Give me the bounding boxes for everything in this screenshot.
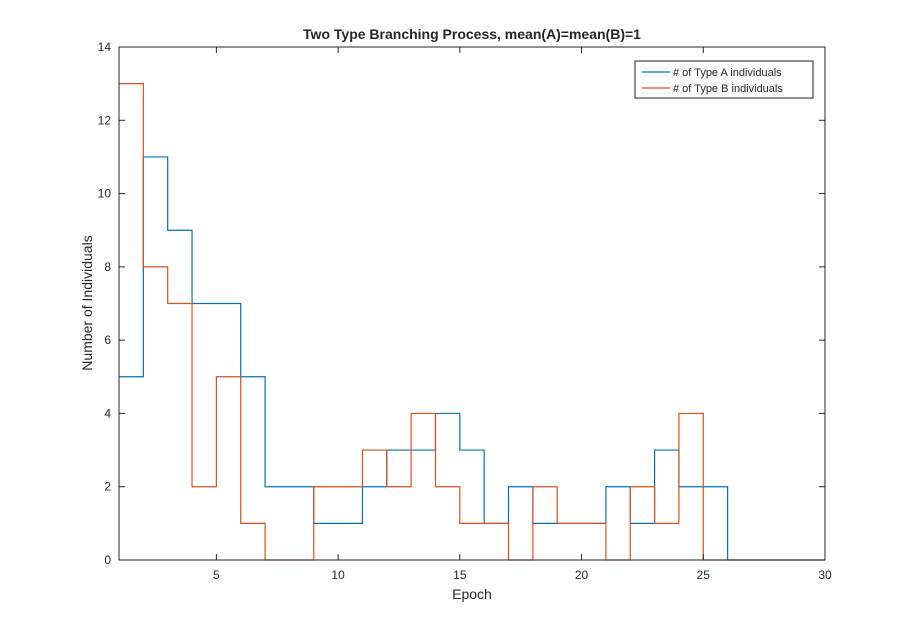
x-tick-label: 30 <box>818 568 832 582</box>
y-tick-label: 14 <box>98 40 112 54</box>
legend-label-type-a: # of Type A individuals <box>673 67 782 79</box>
y-tick-label: 10 <box>98 187 112 201</box>
series-line-type-b <box>119 83 825 561</box>
y-tick-label: 12 <box>98 113 112 127</box>
legend-box <box>634 60 814 99</box>
chart-title: Two Type Branching Process, mean(A)=mean… <box>303 26 641 42</box>
x-tick-label: 15 <box>453 568 467 582</box>
x-tick-label: 10 <box>331 568 345 582</box>
y-tick-label: 2 <box>104 480 111 494</box>
legend-label-type-b: # of Type B individuals <box>673 83 783 95</box>
plot-frame <box>118 46 826 561</box>
x-tick-label: 5 <box>213 568 220 582</box>
x-tick-label: 20 <box>575 568 589 582</box>
tick-layer: 5 10 15 20 25 30 0 2 4 6 8 10 12 14 <box>98 40 832 582</box>
y-tick-label: 0 <box>104 553 111 567</box>
series-layer <box>119 83 825 561</box>
y-tick-label: 8 <box>104 260 111 274</box>
legend: # of Type A individuals # of Type B indi… <box>634 60 814 99</box>
x-axis-label: Epoch <box>452 586 492 602</box>
y-tick-label: 6 <box>104 333 111 347</box>
y-tick-label: 4 <box>104 406 111 420</box>
y-axis-label: Number of Individuals <box>79 235 95 370</box>
x-tick-label: 25 <box>697 568 711 582</box>
